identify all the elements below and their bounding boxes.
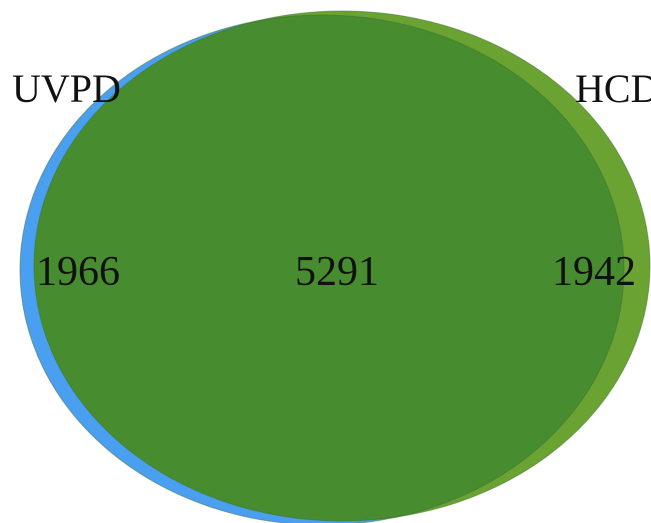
set-outline-uvpd	[19, 14, 625, 523]
count-hcd-only: 1942	[552, 249, 636, 295]
intersection-region	[34, 15, 624, 521]
count-uvpd-only: 1966	[36, 249, 120, 295]
set-label-uvpd: UVPD	[12, 66, 121, 111]
set-outline-hcd	[33, 10, 651, 522]
set-label-hcd: HCD	[575, 66, 651, 111]
count-intersection: 5291	[295, 249, 379, 295]
